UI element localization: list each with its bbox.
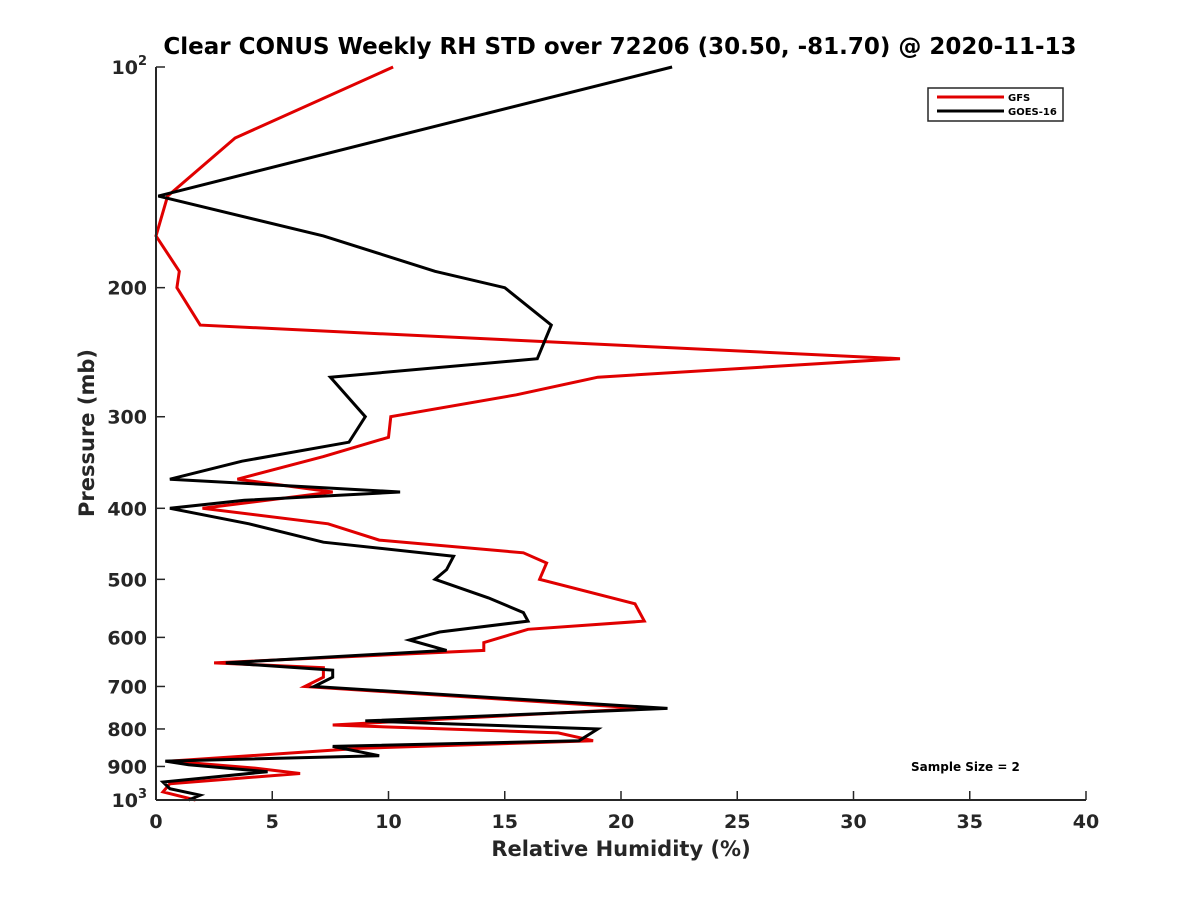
x-tick-label: 0	[149, 811, 162, 833]
x-tick-label: 40	[1073, 811, 1099, 833]
x-tick-label: 20	[608, 811, 634, 833]
x-tick-label: 30	[840, 811, 866, 833]
x-tick-label: 35	[957, 811, 983, 833]
y-tick-label: 500	[107, 569, 147, 591]
series-line-goes16	[157, 65, 673, 802]
y-tick-label: 103	[112, 787, 148, 812]
y-axis-label: Pressure (mb)	[75, 349, 99, 517]
legend: GFS GOES-16	[927, 87, 1064, 122]
legend-box	[927, 87, 1064, 122]
series-layer	[154, 65, 901, 802]
legend-goes16-label: GOES-16	[1008, 107, 1057, 118]
x-tick-label: 5	[266, 811, 279, 833]
y-tick-label: 200	[107, 278, 147, 300]
x-axis-label: Relative Humidity (%)	[491, 837, 750, 861]
y-tick-label: 900	[107, 756, 147, 778]
x-tick-label: 10	[375, 811, 401, 833]
y-tick-label: 700	[107, 676, 147, 698]
y-ticks: 102 200 300 400 500 600 700 800 900 103	[107, 54, 165, 812]
sample-size-annotation: Sample Size = 2	[911, 760, 1020, 774]
x-tick-label: 15	[492, 811, 518, 833]
y-tick-label: 600	[107, 627, 147, 649]
x-tick-label: 25	[724, 811, 750, 833]
y-tick-label: 300	[107, 407, 147, 429]
y-tick-label: 102	[112, 54, 148, 79]
y-tick-label: 400	[107, 498, 147, 520]
chart-title: Clear CONUS Weekly RH STD over 72206 (30…	[163, 34, 1076, 60]
x-ticks: 0 5 10 15 20 25 30 35 40	[149, 791, 1099, 833]
legend-gfs-label: GFS	[1008, 93, 1030, 104]
y-tick-label: 800	[107, 719, 147, 741]
